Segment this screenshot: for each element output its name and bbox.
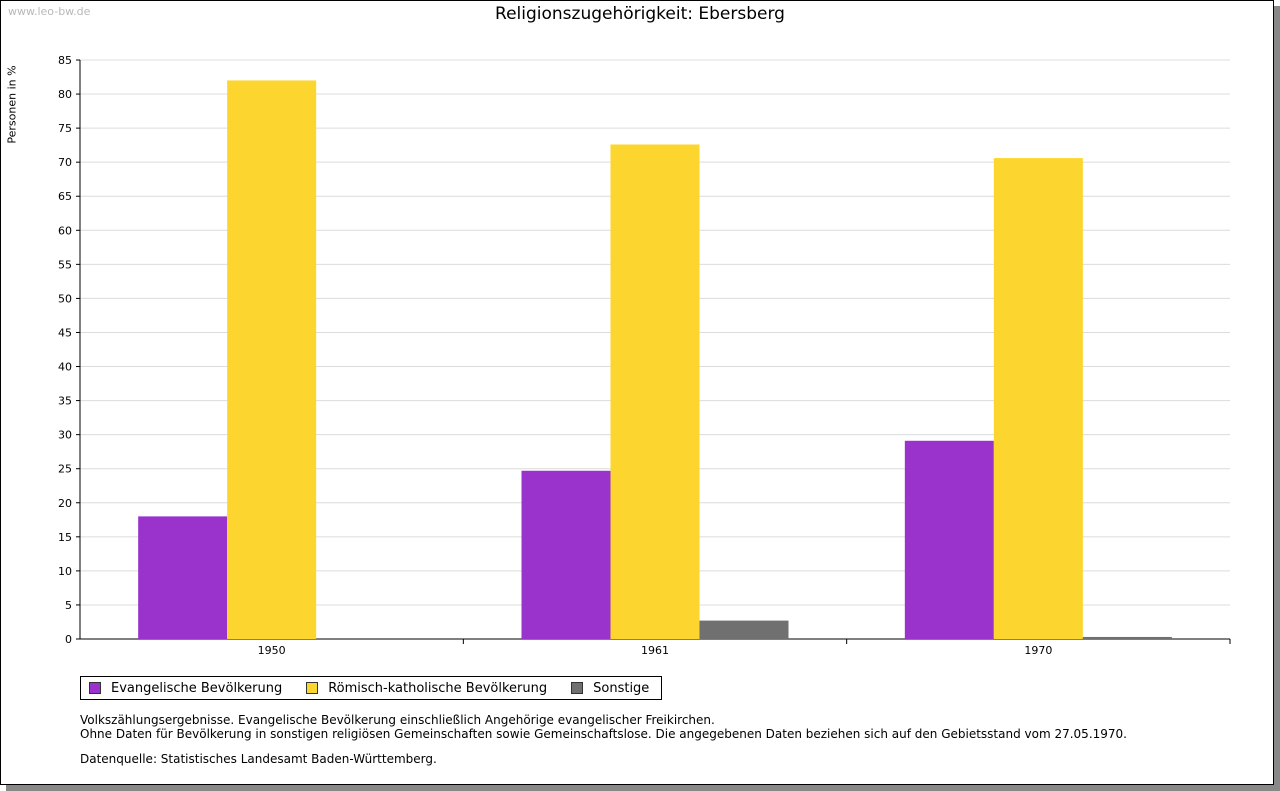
chart-title: Religionszugehörigkeit: Ebersberg xyxy=(495,4,785,24)
y-tick-label: 45 xyxy=(58,326,72,339)
legend-swatch xyxy=(306,682,319,694)
legend-item-sonstige: Sonstige xyxy=(571,681,649,696)
y-tick-label: 35 xyxy=(58,395,72,408)
note-line: Ohne Daten für Bevölkerung in sonstigen … xyxy=(80,727,1127,741)
bar-1970-1 xyxy=(993,158,1083,639)
y-tick-label: 80 xyxy=(58,88,72,101)
data-source: Datenquelle: Statistisches Landesamt Bad… xyxy=(80,752,437,766)
bar-1970-2 xyxy=(1082,636,1172,639)
y-tick-label: 65 xyxy=(58,190,72,203)
bar-1970-0 xyxy=(904,440,994,639)
y-tick-label: 15 xyxy=(58,531,72,544)
x-tick-label: 1950 xyxy=(258,644,286,657)
y-tick-label: 20 xyxy=(58,497,72,510)
x-tick-label: 1961 xyxy=(641,644,669,657)
bar-1961-1 xyxy=(610,144,700,639)
y-tick-label: 85 xyxy=(58,54,72,67)
y-tick-label: 0 xyxy=(65,633,72,646)
y-tick-label: 30 xyxy=(58,429,72,442)
legend-swatch xyxy=(571,682,584,694)
bar-chart: 0 5 10 15 20 25 30 35 40 45 50 55 60 65 70 75 80 85 1950 19… xyxy=(58,54,1231,657)
chart-notes: Volkszählungsergebnisse. Evangelische Be… xyxy=(80,713,1127,741)
bar-1950-1 xyxy=(227,80,317,639)
y-tick-label: 60 xyxy=(58,224,72,237)
y-tick-label: 25 xyxy=(58,463,72,476)
y-tick-label: 70 xyxy=(58,156,72,169)
bar-1961-2 xyxy=(699,620,789,639)
y-tick-label: 75 xyxy=(58,122,72,135)
note-line: Volkszählungsergebnisse. Evangelische Be… xyxy=(80,713,715,727)
legend-item-evangelisch: Evangelische Bevölkerung xyxy=(89,681,282,696)
y-tick-label: 40 xyxy=(58,361,72,374)
legend-label: Evangelische Bevölkerung xyxy=(111,680,283,696)
bar-1950-0 xyxy=(138,516,228,639)
chart-legend: Evangelische Bevölkerung Römisch-katholi… xyxy=(80,676,663,700)
y-tick-label: 55 xyxy=(58,258,72,271)
y-tick-label: 50 xyxy=(58,292,72,305)
bar-1961-0 xyxy=(521,470,611,639)
legend-item-katholisch: Römisch-katholische Bevölkerung xyxy=(306,681,547,696)
y-tick-label: 5 xyxy=(65,599,72,612)
legend-label: Sonstige xyxy=(593,680,650,696)
y-tick-label: 10 xyxy=(58,565,72,578)
legend-label: Römisch-katholische Bevölkerung xyxy=(328,680,548,696)
watermark: www.leo-bw.de xyxy=(8,5,91,18)
legend-swatch xyxy=(89,682,101,694)
x-tick-label: 1970 xyxy=(1024,644,1052,657)
